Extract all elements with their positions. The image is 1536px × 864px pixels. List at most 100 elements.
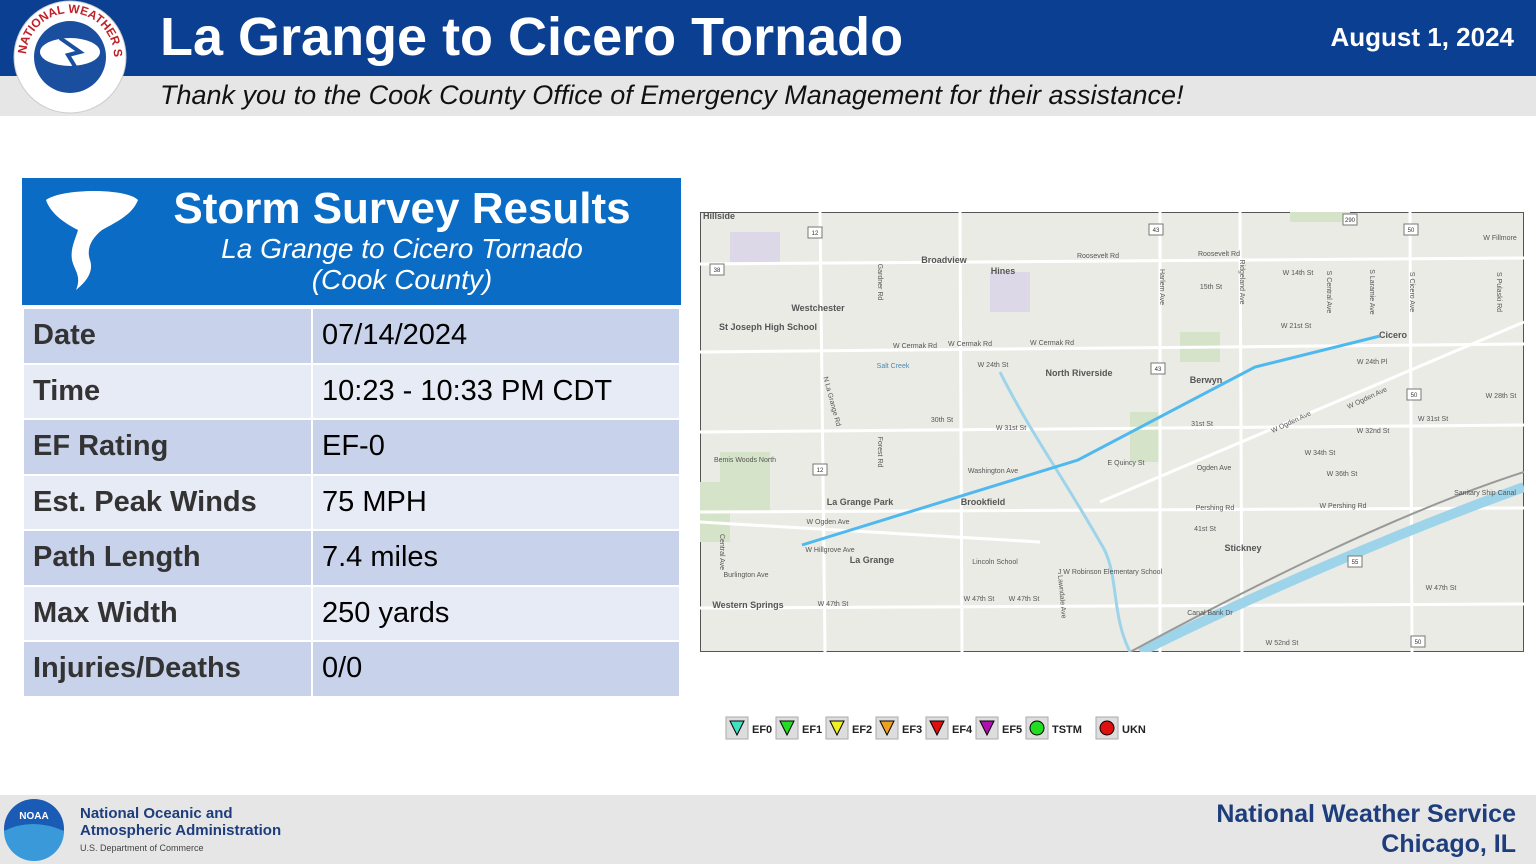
map-label: Ogden Ave [1197, 465, 1232, 472]
route-shield [1410, 635, 1426, 648]
map-label: 41st St [1194, 526, 1216, 533]
route-shield [1150, 362, 1166, 375]
map-label: Central Ave [718, 534, 725, 570]
route-number: 12 [817, 468, 824, 474]
map-label: W Hillgrove Ave [805, 547, 854, 554]
card-title: Storm Survey Results [173, 184, 631, 233]
map-label: W Cermak Rd [948, 341, 992, 348]
map-label: Cicero [1379, 330, 1408, 340]
map-label: W 21st St [1281, 323, 1311, 330]
map-label: Sanitary Ship Canal [1454, 490, 1516, 497]
map-label: Canal Bank Dr [1187, 610, 1233, 617]
row-label: Path Length [22, 529, 313, 587]
map-label: W 24th Pl [1357, 359, 1388, 366]
legend-label: EF1 [802, 724, 822, 736]
row-label: Injuries/Deaths [22, 640, 313, 698]
route-number: 43 [1153, 228, 1160, 234]
legend-label: EF3 [902, 724, 922, 736]
map-label: Roosevelt Rd [1077, 253, 1119, 260]
map-label: Broadview [921, 255, 968, 265]
map-label: Hillside [703, 212, 735, 221]
map-label: W Cermak Rd [1030, 340, 1074, 347]
map-label: W 14th St [1283, 270, 1314, 277]
footer-band [0, 795, 1536, 864]
agency2: Atmospheric Administration [80, 822, 282, 839]
title: La Grange to Cicero Tornado [160, 7, 904, 67]
tornado-icon [46, 191, 138, 290]
tornado-track [801, 334, 1381, 547]
route-number: 55 [1352, 560, 1359, 566]
table-row: Max Width 250 yards [22, 584, 681, 642]
route-number: 50 [1408, 228, 1415, 234]
map-label: Forest Rd [876, 437, 883, 468]
map-label: Pershing Rd [1196, 505, 1235, 512]
department: U.S. Department of Commerce [80, 843, 204, 853]
table-row: Est. Peak Winds 75 MPH [22, 473, 681, 531]
map-label: St Joseph High School [719, 322, 817, 332]
row-label: Est. Peak Winds [22, 473, 313, 531]
map-label: Ridgeland Ave [1238, 259, 1245, 304]
header-band [0, 0, 1536, 76]
map-label: W 47th St [1009, 596, 1040, 603]
map-label: S Pulaski Rd [1495, 272, 1502, 312]
route-number: 290 [1345, 218, 1356, 224]
agency: National Oceanic and [80, 805, 233, 822]
route-number: 38 [714, 268, 721, 274]
route-shield [1148, 223, 1164, 236]
map-label: Salt Creek [877, 363, 910, 370]
card-header: Storm Survey Results La Grange to Cicero… [22, 178, 681, 305]
legend-symbol [779, 720, 795, 737]
map-label: W Ogden Ave [806, 519, 849, 526]
route-number: 50 [1415, 640, 1422, 646]
row-label: EF Rating [22, 418, 313, 476]
legend-label: EF2 [852, 724, 872, 736]
row-label: Time [22, 362, 313, 420]
map-label: J W Robinson Elementary School [1058, 569, 1163, 576]
map-label: W 52nd St [1266, 640, 1299, 647]
noaa-text: NOAA [19, 811, 48, 822]
map-label: W 47th St [818, 601, 849, 608]
route-shield [812, 463, 828, 476]
route-shield [1406, 388, 1422, 401]
route-shield [807, 226, 823, 239]
row-value: 75 MPH [311, 473, 681, 531]
map-label: E Quincy St [1108, 460, 1145, 467]
legend-label: UKN [1122, 724, 1146, 736]
map-label: Stickney [1224, 543, 1261, 553]
survey-table: Date 07/14/2024 Time 10:23 - 10:33 PM CDT EF… [22, 307, 681, 698]
subtitle: Thank you to the Cook County Office of E… [160, 80, 1184, 110]
date: August 1, 2024 [1330, 22, 1514, 52]
legend-label: TSTM [1052, 724, 1082, 736]
map-label: Washington Ave [968, 468, 1018, 475]
row-value: 0/0 [311, 640, 681, 698]
table-row: Date 07/14/2024 [22, 307, 681, 365]
map-label: Hines [991, 266, 1016, 276]
map-label: Western Springs [712, 600, 783, 610]
map-label: W 47th St [1426, 585, 1457, 592]
map-label: Bemis Woods North [714, 457, 776, 464]
map-label: Berwyn [1190, 375, 1223, 385]
row-value: EF-0 [311, 418, 681, 476]
legend: EF0 EF1 EF2 EF3 EF4 EF5 TSTM UKN [725, 716, 1146, 740]
legend-label: EF0 [752, 724, 772, 736]
card-county: (Cook County) [311, 264, 493, 295]
legend-symbol [1099, 720, 1115, 736]
legend-symbol [929, 720, 945, 737]
route-shield [1347, 555, 1363, 568]
route-shield [709, 263, 725, 276]
row-value: 7.4 miles [311, 529, 681, 587]
map-label: S Laramie Ave [1368, 269, 1375, 315]
row-value: 07/14/2024 [311, 307, 681, 365]
legend-label: EF5 [1002, 724, 1022, 736]
route-shield [1342, 213, 1358, 226]
map-label: Burlington Ave [723, 572, 768, 579]
route-number: 12 [812, 231, 819, 237]
row-label: Max Width [22, 584, 313, 642]
noaa-logo: NOAA [4, 799, 64, 861]
map-label: W 47th St [964, 596, 995, 603]
row-value: 10:23 - 10:33 PM CDT [311, 362, 681, 420]
nws-logo: NATIONAL WEATHER SERVICE [12, 0, 127, 114]
card-subtitle: La Grange to Cicero Tornado [221, 233, 583, 264]
map-label: W 28th St [1486, 393, 1517, 400]
